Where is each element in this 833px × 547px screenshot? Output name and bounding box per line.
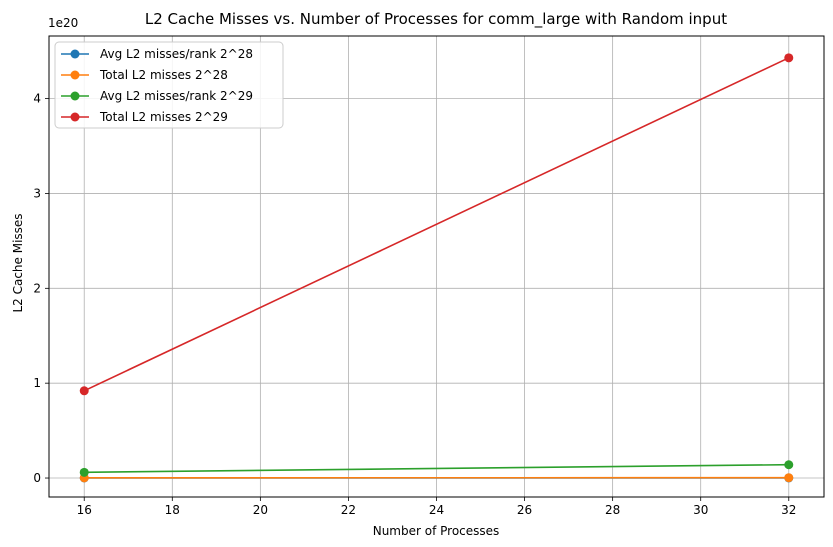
x-tick-label: 32 — [781, 503, 796, 517]
plot-frame — [48, 35, 825, 498]
x-tick-label: 22 — [341, 503, 356, 517]
legend-marker-1 — [70, 70, 80, 80]
y-tick-label: 2 — [33, 281, 41, 295]
series-point-2-0 — [79, 467, 89, 477]
legend-marker-2 — [70, 91, 80, 101]
x-tick-label: 18 — [165, 503, 180, 517]
legend-box — [54, 41, 284, 129]
legend-label-0: Avg L2 misses/rank 2^28 — [100, 47, 253, 61]
legend-label-3: Total L2 misses 2^29 — [99, 110, 228, 124]
y-tick-label: 4 — [33, 92, 41, 106]
series-line-3 — [83, 57, 790, 392]
legend-marker-0 — [70, 49, 80, 59]
x-tick-label: 26 — [517, 503, 532, 517]
y-tick-label: 3 — [33, 186, 41, 200]
x-tick-label: 28 — [605, 503, 620, 517]
legend-label-1: Total L2 misses 2^28 — [99, 68, 228, 82]
x-tick-label: 16 — [77, 503, 92, 517]
series-line-2 — [84, 463, 789, 474]
x-tick-label: 24 — [429, 503, 444, 517]
chart-title: L2 Cache Misses vs. Number of Processes … — [145, 10, 727, 29]
x-tick-label: 30 — [693, 503, 708, 517]
x-axis-label: Number of Processes — [373, 524, 500, 538]
series-point-2-1 — [784, 460, 794, 470]
series-point-3-0 — [79, 386, 89, 396]
y-tick-label: 0 — [33, 471, 41, 485]
series-point-1-1 — [784, 473, 794, 483]
legend-marker-3 — [70, 112, 80, 122]
y-axis-label: L2 Cache Misses — [11, 213, 25, 312]
x-tick-label: 20 — [253, 503, 268, 517]
legend: Avg L2 misses/rank 2^28 Total L2 misses 2… — [54, 41, 284, 129]
y-offset-label: 1e20 — [48, 16, 78, 30]
legend-label-2: Avg L2 misses/rank 2^29 — [100, 89, 253, 103]
series-point-3-1 — [784, 53, 794, 63]
y-tick-label: 1 — [33, 376, 41, 390]
